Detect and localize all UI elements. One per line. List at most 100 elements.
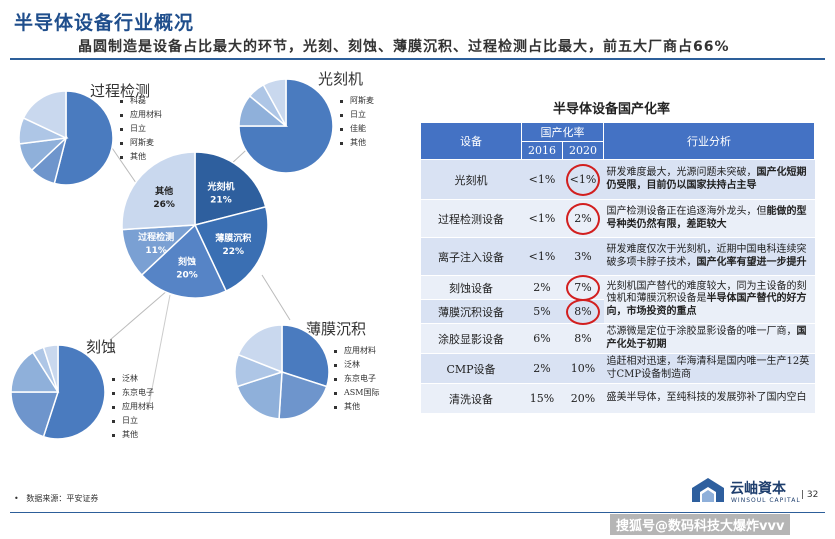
- bullet-icon: [112, 377, 115, 381]
- pie-slice: [193, 205, 269, 293]
- cell-2016: 2%: [521, 275, 563, 300]
- pie-title-etching: 刻蚀: [86, 338, 117, 356]
- pie-slice: [194, 151, 267, 226]
- header-2020: 2020: [562, 141, 604, 160]
- table-row: 光刻机 <1% <1% 研发难度最大，光源问题未突破，国产化短期仍受限，目前仍以国家扶…: [420, 159, 815, 200]
- pie-slice: [22, 90, 67, 140]
- cell-analysis: 研发难度最大，光源问题未突破，国产化短期仍受限，目前仍以国家扶持占主导: [603, 159, 815, 200]
- table-row: 过程检测设备 <1% 2% 国产检测设备正在追逐海外龙头，但能做的型号种类仍然有限，差…: [420, 199, 815, 238]
- cell-2016: 2%: [521, 353, 563, 384]
- cell-analysis: 盛美半导体，至纯科技的发展弥补了国内空白: [603, 383, 815, 414]
- legend-label: 其他: [350, 138, 366, 147]
- legend-label: 应用材料: [344, 346, 376, 355]
- cell-analysis: 国产检测设备正在追逐海外龙头，但能做的型号种类仍然有限，差距较大: [603, 199, 815, 238]
- legend-item: 日立: [120, 122, 162, 136]
- legend-item: 日立: [340, 108, 374, 122]
- legend-label: 东京电子: [344, 374, 376, 383]
- pie-slice: [10, 391, 60, 438]
- slice-label: 其他: [155, 185, 173, 197]
- cell-2016: 15%: [521, 383, 563, 414]
- highlight-circle: [566, 298, 600, 325]
- bullet-icon: [120, 141, 123, 145]
- slice-value-label: 11%: [145, 246, 167, 256]
- pie-slice: [10, 351, 60, 393]
- legend-label: 阿斯麦: [350, 96, 374, 105]
- legend-item: 应用材料: [112, 400, 154, 414]
- thin-film-legend: 应用材料泛林东京电子 ASM国际其他: [334, 344, 379, 414]
- process-inspection-pie: [18, 90, 114, 186]
- cell-equipment: CMP设备: [420, 353, 522, 384]
- legend-label: 日立: [122, 416, 138, 425]
- header-rate: 国产化率: [521, 122, 604, 142]
- cell-equipment: 薄膜沉积设备: [420, 299, 522, 324]
- cell-analysis: 光刻机国产替代的难度较大，同为主设备的刻蚀机和薄膜沉积设备是半导体国产替代的好方…: [603, 275, 815, 324]
- etching-legend: 泛林东京电子应用材料日立其他: [112, 372, 154, 442]
- bullet-icon: [334, 349, 337, 353]
- winsoul-logo-icon: [692, 478, 724, 502]
- main-pie-chart: 光刻机 21% 薄膜沉积 22% 刻蚀 20% 过程检测 11% 其他 26%: [121, 151, 269, 299]
- header-2016: 2016: [521, 141, 563, 160]
- pie-title-process-inspection: 过程检测: [90, 82, 151, 100]
- legend-item: ASM国际: [334, 386, 379, 400]
- bullet-icon: [120, 127, 123, 131]
- header-analysis: 行业分析: [603, 122, 815, 160]
- cell-2016: <1%: [521, 237, 563, 276]
- slice-value-label: 20%: [176, 271, 198, 281]
- highlight-circle: [566, 163, 600, 196]
- legend-item: 其他: [334, 400, 379, 414]
- bullet-icon: [334, 377, 337, 381]
- legend-label: 科磊: [130, 96, 146, 105]
- legend-item: 东京电子: [112, 386, 154, 400]
- bullet-icon: [340, 141, 343, 145]
- legend-item: 其他: [112, 428, 154, 442]
- bullet-icon: [120, 99, 123, 103]
- highlight-circle: [566, 202, 600, 235]
- bullet-icon: [334, 405, 337, 409]
- legend-item: 日立: [112, 414, 154, 428]
- slice-value-label: 22%: [223, 247, 245, 257]
- table-row: 刻蚀设备 2% 7% 光刻机国产替代的难度较大，同为主设备的刻蚀机和薄膜沉积设备是半导…: [420, 275, 815, 324]
- legend-item: 其他: [120, 150, 162, 164]
- legend-label: ASM国际: [344, 388, 380, 397]
- table-row: 涂胶显影设备 6% 8% 芯源微是定位于涂胶显影设备的唯一厂商，国产化处于初期: [420, 323, 815, 354]
- brand-name-en: WINSOUL CAPITAL: [731, 497, 801, 504]
- pie-slice: [281, 324, 330, 388]
- header-divider: [10, 58, 825, 60]
- slice-value-label: 26%: [153, 200, 175, 210]
- pie-slice: [42, 344, 106, 440]
- bullet-icon: [340, 127, 343, 131]
- legend-label: 佳能: [350, 124, 366, 133]
- cell-equipment: 涂胶显影设备: [420, 323, 522, 354]
- cell-2016: <1%: [521, 159, 563, 200]
- legend-label: 应用材料: [122, 402, 154, 411]
- bullet-icon: [112, 419, 115, 423]
- legend-label: 其他: [344, 402, 360, 411]
- bullet-icon: [340, 113, 343, 117]
- cell-analysis: 芯源微是定位于涂胶显影设备的唯一厂商，国产化处于初期: [603, 323, 815, 354]
- legend-label: 泛林: [344, 360, 360, 369]
- legend-item: 东京电子: [334, 372, 379, 386]
- legend-label: 其他: [130, 152, 146, 161]
- legend-item: 应用材料: [120, 108, 162, 122]
- cell-2020: 20%: [562, 383, 604, 414]
- cell-2016: 5%: [521, 299, 563, 324]
- bullet-icon: [334, 363, 337, 367]
- table-row: CMP设备 2% 10% 追赶相对迅速，华海清科是国内唯一生产12英寸CMP设备制造商: [420, 353, 815, 384]
- pie-slice: [236, 370, 283, 420]
- legend-item: 泛林: [112, 372, 154, 386]
- lithography-legend: 阿斯麦日立佳能其他: [340, 94, 374, 150]
- lithography-pie: [238, 78, 334, 174]
- slice-value-label: 21%: [210, 196, 232, 206]
- cell-equipment: 过程检测设备: [420, 199, 522, 238]
- highlight-circle: [566, 274, 600, 301]
- cell-equipment: 离子注入设备: [420, 237, 522, 276]
- legend-item: 阿斯麦: [340, 94, 374, 108]
- bullet-icon: [120, 155, 123, 159]
- cell-equipment: 光刻机: [420, 159, 522, 200]
- slice-label: 薄膜沉积: [215, 232, 251, 244]
- legend-item: 其他: [340, 136, 374, 150]
- legend-label: 东京电子: [122, 388, 154, 397]
- bullet-icon: [340, 99, 343, 103]
- legend-item: 佳能: [340, 122, 374, 136]
- bullet-icon: [112, 433, 115, 437]
